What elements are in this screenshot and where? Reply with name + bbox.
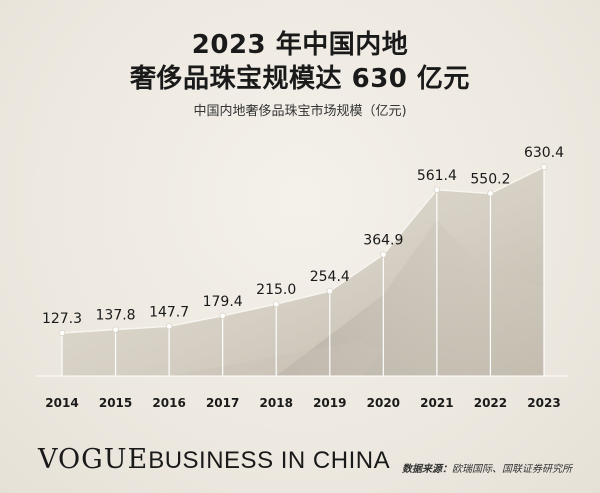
x-tick-2016: 2016	[152, 396, 185, 410]
area-outline	[61, 166, 545, 334]
points-layer	[58, 163, 548, 337]
chart-subtitle: 中国内地奢侈品珠宝市场规模（亿元)	[193, 104, 407, 119]
x-tick-2018: 2018	[260, 396, 293, 410]
x-tick-2020: 2020	[367, 396, 400, 410]
data-point-2023	[540, 163, 548, 171]
data-point-2021	[433, 186, 441, 193]
data-point-2022	[487, 190, 494, 197]
value-label-2015: 137.8	[96, 308, 136, 324]
x-tick-2023: 2023	[527, 396, 560, 410]
logo-vogue: VOGUE	[38, 444, 149, 475]
value-label-2018: 215.0	[256, 282, 296, 298]
x-tick-2015: 2015	[99, 396, 132, 410]
value-label-2022: 550.2	[470, 171, 510, 187]
value-label-2023: 630.4	[524, 145, 564, 161]
lines-layer	[61, 166, 545, 376]
labels-layer: 127.3 137.8 147.7 179.4 215.0 254.4 364.9 561.4…	[42, 145, 564, 327]
x-tick-2017: 2017	[206, 396, 239, 410]
value-label-2016: 147.7	[149, 304, 189, 320]
x-tick-2021: 2021	[420, 396, 453, 410]
data-point-2015	[112, 326, 119, 333]
data-point-2016	[165, 323, 173, 330]
value-label-2017: 179.4	[203, 294, 243, 310]
value-label-2019: 254.4	[310, 269, 350, 285]
logo-business-in-china: BUSINESS IN CHINA	[148, 447, 391, 474]
data-source-label: 数据来源：	[402, 464, 452, 475]
data-point-2019	[326, 287, 333, 295]
value-label-2021: 561.4	[417, 168, 457, 184]
data-source-text: 欧瑞国际、国联证券研究所	[452, 464, 572, 475]
chart-title-line-1: 2023 年中国内地	[191, 30, 409, 60]
value-label-2020: 364.9	[363, 233, 403, 249]
chart-title-line-2: 奢侈品珠宝规模达 630 亿元	[130, 64, 470, 94]
x-tick-2022: 2022	[474, 396, 507, 410]
x-axis: 2014 2015 2016 2017 2018 2019 2020 2021 2022 2023	[36, 375, 568, 410]
area-shade	[276, 219, 544, 376]
vogue-business-logo: VOGUEBUSINESS IN CHINA	[38, 446, 390, 477]
data-point-2018	[273, 300, 280, 308]
x-tick-2019: 2019	[313, 396, 346, 410]
x-tick-2014: 2014	[45, 396, 78, 410]
data-source: 数据来源：欧瑞国际、国联证券研究所	[402, 460, 572, 475]
data-point-2014	[58, 329, 66, 337]
value-label-2014: 127.3	[42, 311, 82, 327]
data-point-2020	[380, 251, 387, 258]
data-point-2017	[219, 312, 226, 320]
